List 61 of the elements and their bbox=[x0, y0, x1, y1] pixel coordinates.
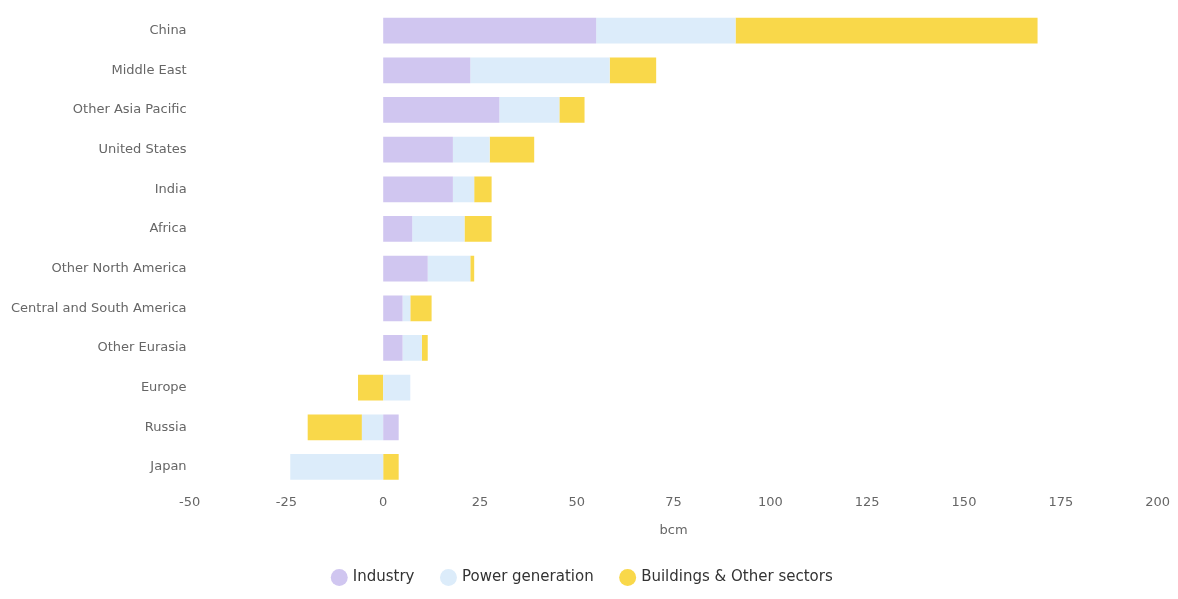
bar bbox=[596, 17, 736, 44]
bar bbox=[464, 216, 492, 242]
x-tick-label: 25 bbox=[471, 493, 489, 509]
y-tick-label: Japan bbox=[149, 458, 187, 474]
legend-label: Industry bbox=[352, 567, 415, 586]
x-tick-label: -25 bbox=[275, 493, 298, 509]
y-tick-label: Europe bbox=[140, 379, 187, 395]
bar bbox=[402, 295, 411, 322]
bar bbox=[421, 335, 428, 361]
bar bbox=[358, 374, 384, 401]
bar bbox=[427, 255, 471, 282]
bar bbox=[489, 136, 535, 163]
x-tick-label: -50 bbox=[178, 493, 201, 509]
x-axis-title: bcm bbox=[659, 521, 688, 537]
x-tick-label: 75 bbox=[665, 493, 682, 509]
y-tick-label: United States bbox=[98, 141, 187, 157]
x-tick-label: 50 bbox=[568, 493, 586, 509]
bar bbox=[290, 454, 384, 480]
y-tick-label: Africa bbox=[149, 220, 187, 236]
bar bbox=[383, 335, 403, 361]
bar bbox=[452, 136, 490, 163]
y-tick-label: Other Eurasia bbox=[97, 339, 187, 355]
y-tick-label: China bbox=[149, 22, 187, 38]
bar bbox=[383, 414, 399, 441]
x-tick-label: 175 bbox=[1048, 493, 1074, 509]
bar bbox=[383, 454, 399, 480]
bar bbox=[383, 57, 471, 84]
y-tick-label: Middle East bbox=[111, 61, 187, 77]
bar bbox=[412, 216, 465, 242]
bar bbox=[499, 97, 560, 123]
y-tick-label: Other Asia Pacific bbox=[72, 101, 187, 117]
bar bbox=[410, 295, 432, 322]
y-tick-label: Other North America bbox=[51, 260, 187, 276]
bar bbox=[735, 17, 1038, 44]
bar bbox=[402, 335, 422, 361]
y-tick-label: India bbox=[154, 180, 187, 196]
x-tick-label: 0 bbox=[379, 493, 388, 509]
bar bbox=[383, 374, 411, 401]
bar bbox=[361, 414, 384, 441]
bar bbox=[383, 97, 500, 123]
bar bbox=[383, 255, 428, 282]
bar bbox=[470, 255, 475, 282]
x-tick-label: 125 bbox=[854, 493, 880, 509]
x-tick-label: 200 bbox=[1145, 493, 1171, 509]
x-tick-label: 150 bbox=[951, 493, 977, 509]
x-tick-label: 100 bbox=[757, 493, 783, 509]
y-tick-label: Russia bbox=[144, 418, 187, 434]
legend-label: Buildings & Other sectors bbox=[641, 567, 833, 586]
bar bbox=[609, 57, 657, 84]
bar bbox=[470, 57, 610, 84]
bar bbox=[383, 17, 597, 44]
bar bbox=[383, 176, 453, 203]
bar bbox=[383, 216, 413, 242]
bar bbox=[474, 176, 492, 203]
bar bbox=[559, 97, 585, 123]
legend-label: Power generation bbox=[461, 567, 594, 586]
bar bbox=[307, 414, 362, 441]
y-tick-label: Central and South America bbox=[10, 299, 187, 315]
bar bbox=[452, 176, 475, 203]
bar bbox=[383, 295, 403, 322]
bar bbox=[383, 136, 453, 163]
